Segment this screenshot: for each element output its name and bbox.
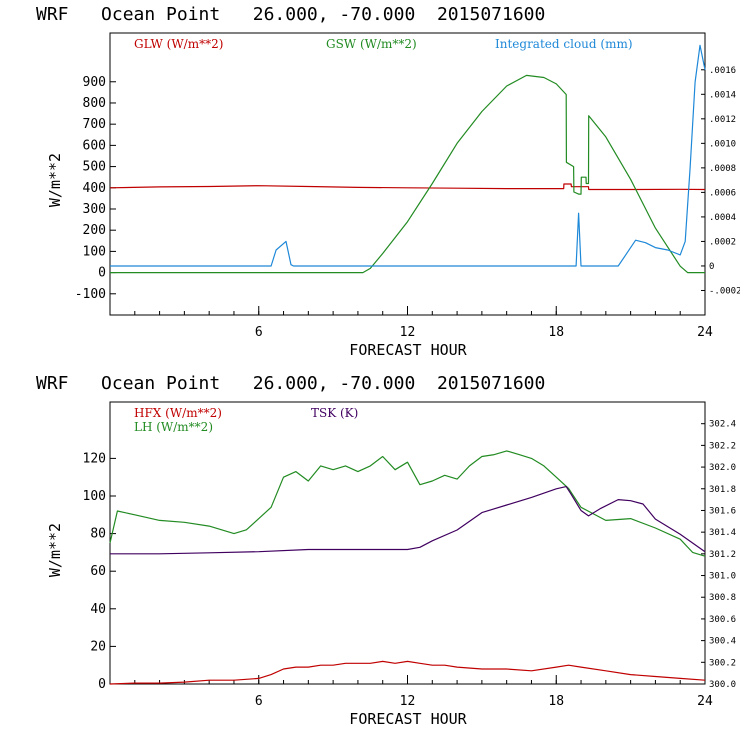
plot-frame-2 — [109, 401, 706, 685]
series-line-lh — [109, 450, 706, 557]
y-tick-label: 100 — [83, 489, 106, 504]
series-line-integrated — [110, 44, 706, 267]
y-tick-label: 120 — [83, 451, 106, 466]
y-tick-label: 900 — [83, 75, 106, 90]
y-tick-label: 0 — [98, 677, 106, 692]
panel-radiation: WRF Ocean Point 26.000, -70.000 20150716… — [36, 4, 740, 359]
y-tick-label: 300 — [83, 202, 106, 217]
legend-glw: GLW (W/m**2) — [134, 37, 223, 51]
right-tick-label: 301.6 — [709, 506, 736, 516]
y-axis-label-1: W/m**2 — [46, 153, 64, 207]
legend-integrated-cloud: Integrated cloud (mm) — [495, 37, 633, 51]
x-tick-label: 12 — [400, 325, 416, 340]
y-tick-label: 80 — [90, 527, 106, 542]
right-tick-label: -.0002 — [709, 286, 740, 296]
legend-tsk: TSK (K) — [311, 406, 358, 420]
x-tick-label: 6 — [255, 694, 263, 709]
right-tick-label: 0 — [709, 262, 714, 272]
y-tick-label: 200 — [83, 223, 106, 238]
x-tick-label: 18 — [548, 694, 564, 709]
right-tick-label: 302.0 — [709, 463, 736, 473]
panel-fluxes: WRF Ocean Point 26.000, -70.000 20150716… — [36, 373, 736, 728]
x-axis-label-1: FORECAST HOUR — [349, 341, 467, 359]
right-tick-label: 302.2 — [709, 441, 736, 451]
right-tick-label: 302.4 — [709, 420, 736, 430]
x-tick-label: 18 — [548, 325, 564, 340]
right-tick-label: .0006 — [709, 188, 736, 198]
y-tick-label: 500 — [83, 160, 106, 175]
right-tick-label: 300.0 — [709, 680, 736, 690]
y-tick-label: 60 — [90, 564, 106, 579]
x-axis-label-2: FORECAST HOUR — [349, 710, 467, 728]
y-tick-label: 0 — [98, 266, 106, 281]
right-tick-label: 300.2 — [709, 658, 736, 668]
chart-title-2: WRF Ocean Point 26.000, -70.000 20150716… — [36, 373, 545, 394]
series-line-tsk — [110, 486, 706, 555]
y-tick-label: -100 — [75, 287, 106, 302]
right-tick-label: 301.2 — [709, 550, 736, 560]
right-tick-label: 301.4 — [709, 528, 736, 538]
y-tick-label: 600 — [83, 138, 106, 153]
legend-gsw: GSW (W/m**2) — [326, 37, 417, 51]
legend-hfx: HFX (W/m**2) — [134, 406, 222, 420]
right-tick-label: .0002 — [709, 237, 736, 247]
right-tick-label: .0014 — [709, 90, 736, 100]
x-tick-label: 6 — [255, 325, 263, 340]
right-tick-label: 300.4 — [709, 637, 736, 647]
y-tick-label: 700 — [83, 117, 106, 132]
y-tick-label: 40 — [90, 602, 106, 617]
series-line-glw — [109, 183, 706, 191]
right-tick-label: 301.8 — [709, 485, 736, 495]
series-line-hfx — [109, 660, 706, 685]
series-line-gsw — [110, 74, 705, 274]
y-tick-label: 400 — [83, 181, 106, 196]
x-tick-label: 24 — [697, 694, 713, 709]
right-tick-label: 301.0 — [709, 572, 736, 582]
chart-title-1: WRF Ocean Point 26.000, -70.000 20150716… — [36, 4, 545, 25]
y-tick-label: 20 — [90, 639, 106, 654]
right-tick-label: 300.6 — [709, 615, 736, 625]
right-tick-label: .0010 — [709, 139, 736, 149]
right-tick-label: 300.8 — [709, 593, 736, 603]
right-tick-label: .0012 — [709, 115, 736, 125]
right-tick-label: .0004 — [709, 213, 736, 223]
y-tick-label: 800 — [83, 96, 106, 111]
y-axis-label-2: W/m**2 — [46, 523, 64, 577]
x-tick-label: 24 — [697, 325, 713, 340]
x-tick-label: 12 — [400, 694, 416, 709]
y-tick-label: 100 — [83, 244, 106, 259]
right-tick-label: .0008 — [709, 164, 736, 174]
legend-lh: LH (W/m**2) — [134, 420, 213, 434]
right-tick-label: .0016 — [709, 66, 736, 76]
